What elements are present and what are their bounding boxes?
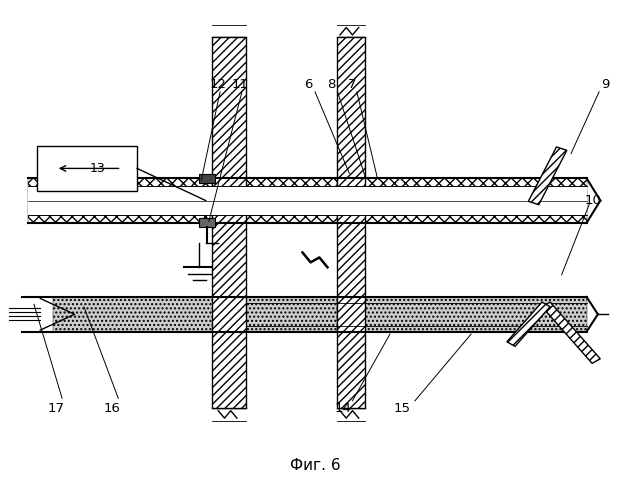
Text: 16: 16 <box>103 402 120 414</box>
Text: 11: 11 <box>232 78 249 91</box>
Text: 7: 7 <box>348 78 357 91</box>
Text: 14: 14 <box>335 402 352 414</box>
Bar <box>212 38 246 408</box>
Bar <box>200 174 215 183</box>
Text: 8: 8 <box>327 78 335 91</box>
Text: Фиг. 6: Фиг. 6 <box>290 458 340 472</box>
Text: 10: 10 <box>585 194 601 207</box>
Text: 6: 6 <box>304 78 313 91</box>
Bar <box>28 178 212 223</box>
Bar <box>37 146 137 190</box>
Polygon shape <box>507 302 550 346</box>
Bar <box>246 297 337 332</box>
Text: 9: 9 <box>601 78 610 91</box>
Bar <box>246 178 337 223</box>
Text: 15: 15 <box>394 402 411 414</box>
Bar <box>365 178 587 223</box>
Text: 17: 17 <box>47 402 64 414</box>
Bar <box>200 218 215 227</box>
Text: 13: 13 <box>89 162 105 175</box>
Polygon shape <box>542 302 600 364</box>
Bar <box>337 38 365 408</box>
Polygon shape <box>529 147 567 204</box>
Bar <box>28 186 587 216</box>
Text: 12: 12 <box>210 78 227 91</box>
Bar <box>53 297 246 332</box>
Bar <box>365 297 587 332</box>
